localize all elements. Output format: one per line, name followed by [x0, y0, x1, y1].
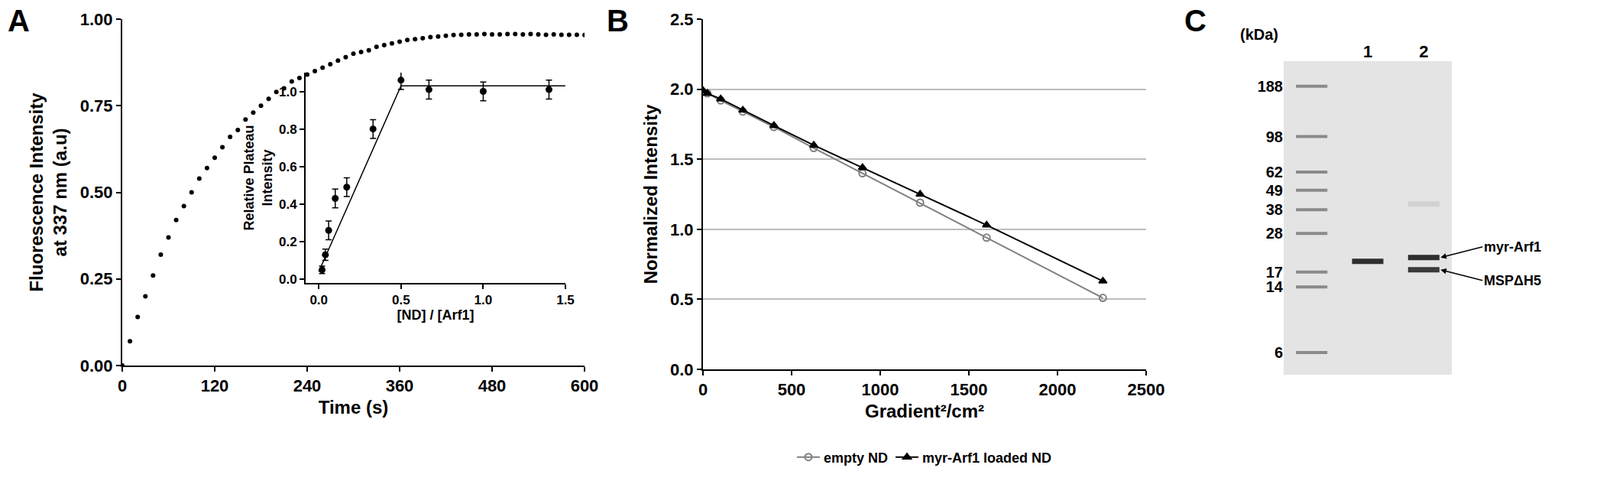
svg-text:0.6: 0.6: [278, 159, 298, 175]
svg-text:0.4: 0.4: [278, 197, 298, 212]
svg-text:28: 28: [1266, 224, 1283, 242]
svg-text:0.75: 0.75: [80, 96, 114, 116]
svg-text:62: 62: [1266, 163, 1283, 181]
svg-text:1.5: 1.5: [670, 149, 694, 169]
svg-text:0.0: 0.0: [278, 272, 298, 287]
svg-text:360: 360: [385, 375, 415, 396]
svg-text:1.0: 1.0: [474, 292, 493, 308]
svg-text:1: 1: [1363, 42, 1373, 62]
svg-text:myr-Arf1: myr-Arf1: [1483, 239, 1542, 255]
svg-text:A: A: [7, 3, 30, 38]
svg-text:98: 98: [1266, 128, 1283, 146]
svg-text:0.8: 0.8: [278, 122, 298, 137]
svg-text:0.0: 0.0: [670, 359, 694, 379]
svg-text:188: 188: [1257, 77, 1283, 95]
svg-text:1000: 1000: [861, 379, 900, 399]
svg-text:38: 38: [1266, 200, 1283, 218]
svg-text:Relative PlateauIntensity: Relative PlateauIntensity: [241, 124, 275, 230]
svg-text:MSPΔH5: MSPΔH5: [1483, 272, 1542, 289]
svg-text:Normalized Intensity: Normalized Intensity: [640, 103, 661, 284]
svg-text:0: 0: [698, 379, 708, 399]
svg-text:49: 49: [1266, 181, 1283, 199]
svg-text:6: 6: [1274, 343, 1283, 361]
svg-text:1.0: 1.0: [278, 84, 298, 100]
svg-text:120: 120: [200, 375, 230, 396]
svg-text:1.5: 1.5: [556, 292, 575, 308]
svg-text:0.5: 0.5: [391, 292, 411, 308]
svg-text:0.50: 0.50: [80, 182, 114, 202]
svg-text:500: 500: [777, 379, 807, 399]
svg-text:0.5: 0.5: [670, 289, 694, 309]
svg-text:Time (s): Time (s): [318, 396, 389, 418]
svg-text:14: 14: [1266, 278, 1284, 295]
svg-text:0.25: 0.25: [80, 268, 114, 289]
svg-text:empty ND: empty ND: [823, 450, 888, 466]
svg-text:1.0: 1.0: [670, 220, 694, 240]
svg-text:myr-Arf1 loaded ND: myr-Arf1 loaded ND: [922, 450, 1052, 466]
svg-text:2.5: 2.5: [670, 9, 694, 30]
svg-text:C: C: [1184, 3, 1207, 38]
svg-text:(kDa): (kDa): [1240, 25, 1279, 43]
svg-text:1.00: 1.00: [80, 9, 114, 30]
svg-text:0.00: 0.00: [80, 356, 114, 376]
svg-text:[ND] / [Arf1]: [ND] / [Arf1]: [397, 307, 475, 323]
svg-text:2.0: 2.0: [670, 79, 694, 99]
svg-text:0: 0: [117, 375, 127, 396]
svg-text:0.2: 0.2: [278, 234, 298, 250]
svg-text:0.0: 0.0: [309, 292, 328, 308]
svg-text:Fluorescence Intensityat 337 n: Fluorescence Intensityat 337 nm (a.u): [25, 92, 71, 292]
svg-text:2: 2: [1418, 42, 1429, 62]
svg-text:2500: 2500: [1127, 379, 1166, 399]
svg-text:240: 240: [293, 375, 322, 396]
svg-text:17: 17: [1266, 263, 1283, 281]
svg-text:2000: 2000: [1039, 379, 1077, 399]
svg-text:Gradient²/cm²: Gradient²/cm²: [864, 400, 985, 422]
svg-text:B: B: [606, 3, 629, 38]
svg-text:480: 480: [478, 375, 507, 396]
svg-text:1500: 1500: [950, 379, 988, 399]
svg-text:600: 600: [570, 375, 600, 396]
